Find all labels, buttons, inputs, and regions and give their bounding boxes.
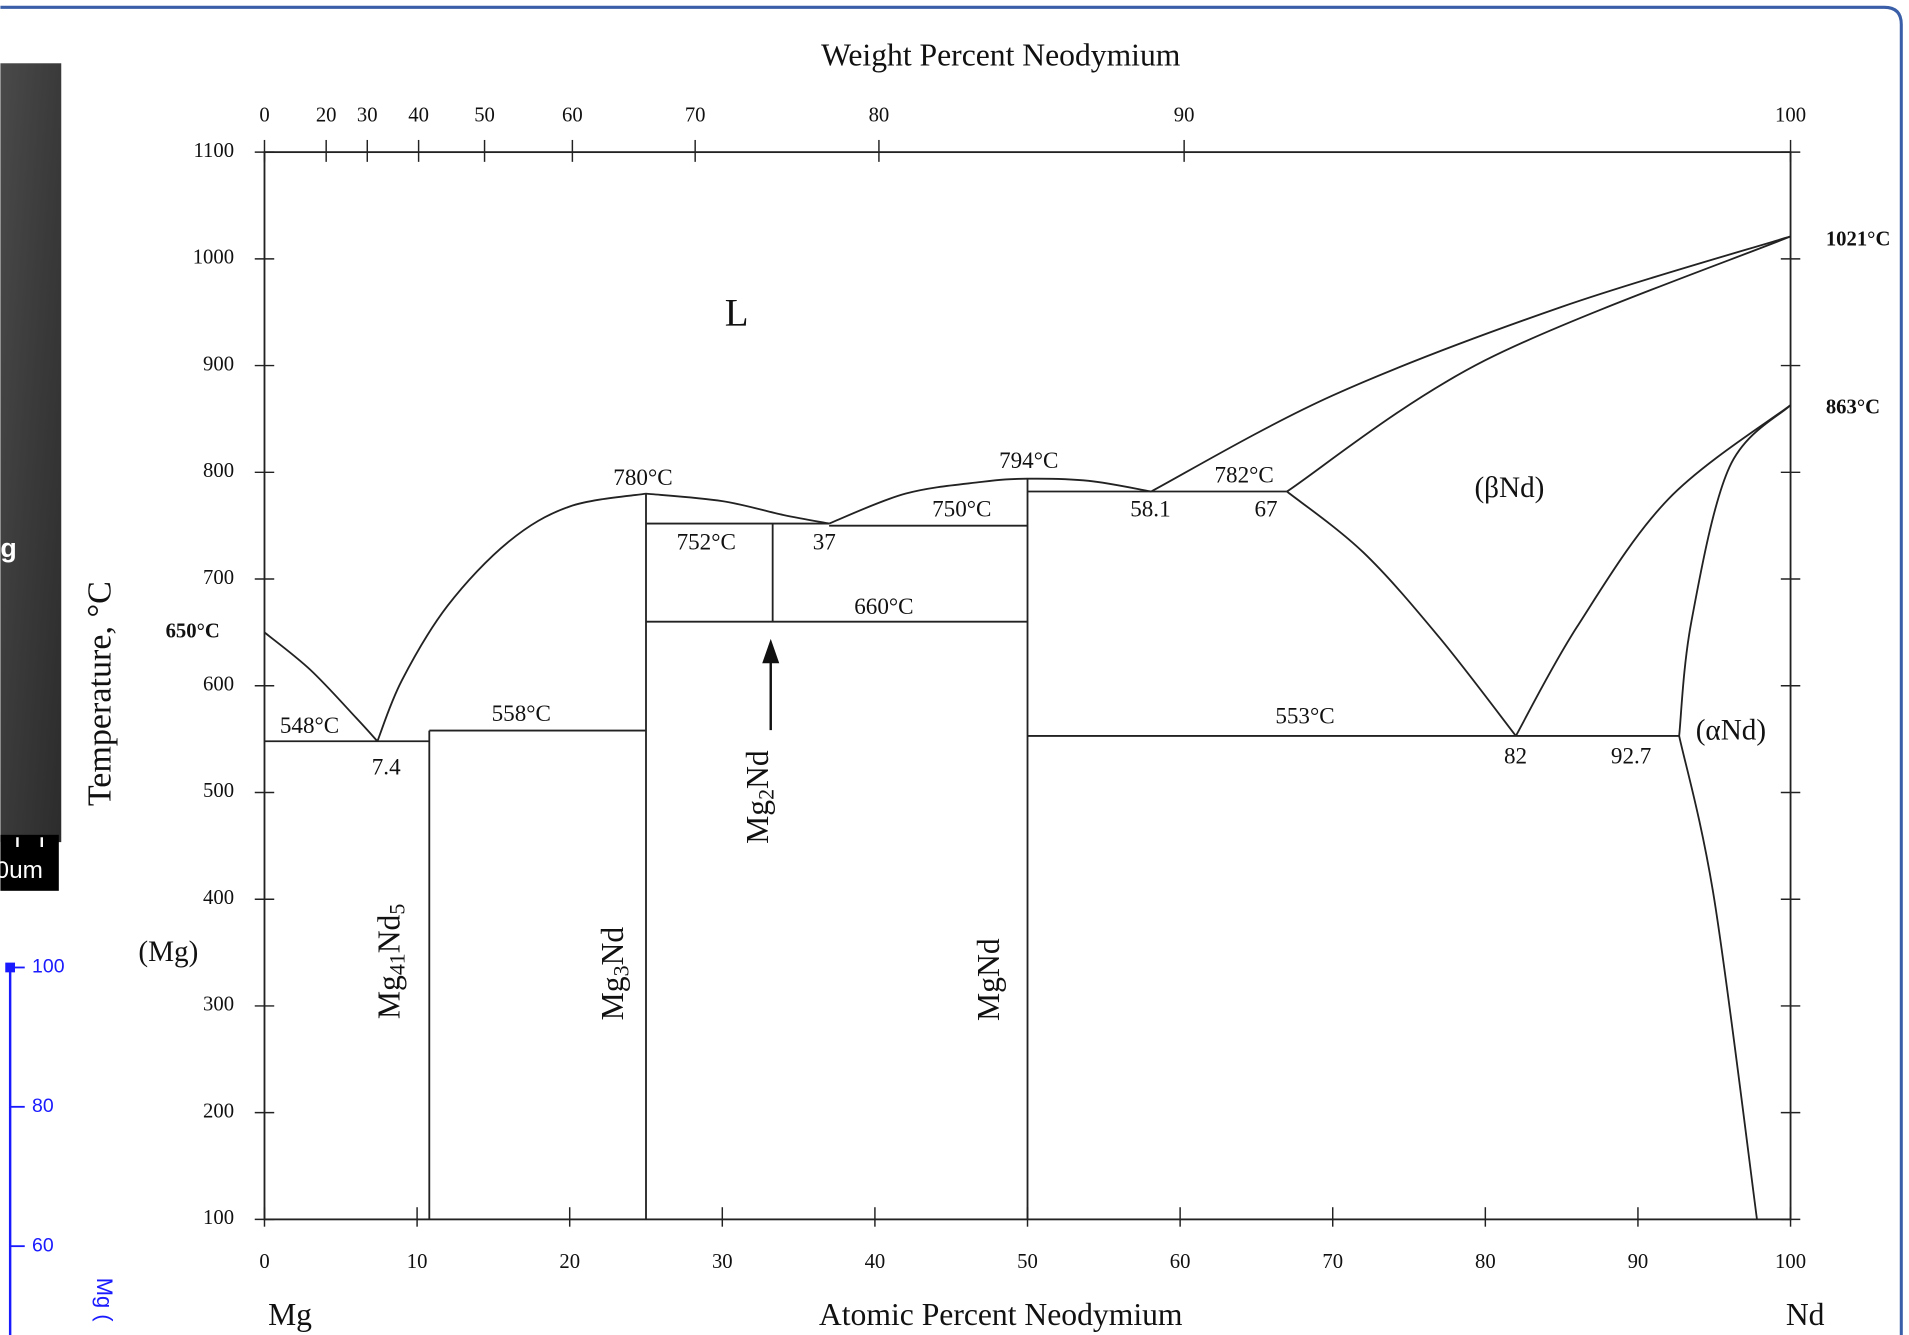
subscript: 2 (753, 789, 778, 800)
x2-tick-label: 30 (357, 105, 378, 127)
annotation: 553°C (1275, 703, 1334, 729)
y-tick-label: 700 (203, 567, 234, 589)
annotation: 863°C (1826, 397, 1880, 419)
scale-label: 0um (0, 857, 43, 884)
formula-part: Nd (595, 927, 630, 966)
phase-boundary (1287, 492, 1516, 736)
compound-label: Mg2Nd (740, 750, 778, 844)
formula-part: Nd (372, 914, 407, 953)
annotation: 7.4 (372, 754, 401, 780)
annotation: (Mg) (138, 936, 198, 968)
annotation: Mg (268, 1297, 312, 1332)
annotation: 780°C (613, 465, 672, 491)
x-tick-label: 20 (559, 1251, 580, 1273)
x2-tick-label: 80 (869, 105, 890, 127)
arrow-head (762, 639, 779, 663)
annotation: Nd (1786, 1297, 1825, 1332)
phase-boundary (1287, 236, 1791, 491)
compound-label: Mg3Nd (595, 927, 633, 1021)
annotation: 558°C (492, 701, 551, 727)
y-tick-label: 900 (203, 353, 234, 375)
x2-axis-label: Weight Percent Neodymium (821, 38, 1181, 73)
y-tick-label: 1100 (193, 140, 234, 162)
y-tick-label: 100 (203, 1207, 234, 1229)
annotation: (βNd) (1474, 472, 1544, 504)
y-tick-label: 500 (203, 780, 234, 802)
annotation: 58.1 (1130, 496, 1170, 522)
y-tick-label: 1000 (193, 247, 234, 269)
side-axis-label: Mg ( (92, 1278, 117, 1322)
subscript: 5 (385, 904, 410, 915)
x-tick-label: 100 (1775, 1251, 1806, 1273)
formula-part: MgNd (971, 938, 1006, 1021)
annotation: 548°C (280, 713, 339, 739)
side-tick-label: 60 (32, 1234, 54, 1256)
micrograph (0, 63, 61, 842)
y-axis-label: Temperature, °C (81, 581, 118, 806)
phase-boundary (1679, 736, 1757, 1219)
x-axis-label: Atomic Percent Neodymium (819, 1297, 1183, 1332)
annotation: 37 (813, 529, 836, 555)
slide: 0um g Weight Percent Neodymium Atomic Pe… (0, 0, 1909, 1335)
formula-part: Mg (372, 975, 407, 1019)
x2-tick-label: 50 (474, 105, 495, 127)
compound-label: Mg41Nd5 (372, 904, 410, 1019)
subscript: 3 (609, 965, 634, 976)
annotation: (αNd) (1696, 714, 1766, 746)
x2-tick-label: 20 (316, 105, 337, 127)
x-tick-label: 30 (712, 1251, 733, 1273)
x-tick-label: 40 (865, 1251, 886, 1273)
side-tick-label: 80 (32, 1095, 54, 1117)
x2-tick-label: 100 (1775, 105, 1806, 127)
annotation: 67 (1254, 496, 1277, 522)
annotation: 1021°C (1826, 229, 1891, 251)
x-tick-label: 70 (1322, 1251, 1343, 1273)
x-tick-label: 90 (1628, 1251, 1649, 1273)
annotation: 794°C (999, 448, 1058, 474)
annotation: 82 (1504, 743, 1527, 769)
phase-boundary (1679, 405, 1790, 736)
y-tick-label: 300 (203, 994, 234, 1016)
x2-tick-label: 40 (408, 105, 429, 127)
annotation: L (725, 291, 749, 334)
plot (264, 236, 1790, 1219)
subscript: 41 (385, 953, 410, 975)
phase-boundary (646, 494, 829, 524)
x2-tick-label: 90 (1174, 105, 1195, 127)
y-tick-label: 800 (203, 460, 234, 482)
annotation: 752°C (677, 529, 736, 555)
page: {"chart_data": { "type": "line", "x2labe… (0, 0, 1909, 1335)
y-tick-label: 600 (203, 674, 234, 696)
x2-tick-label: 70 (685, 105, 706, 127)
y-tick-label: 400 (203, 887, 234, 909)
formula-part: Nd (740, 750, 775, 789)
y-tick-label: 200 (203, 1100, 234, 1122)
annotation: 650°C (166, 621, 220, 643)
x-tick-label: 80 (1475, 1251, 1496, 1273)
phase-boundary (1151, 236, 1790, 491)
side-tick-label: 100 (32, 956, 65, 978)
annotation: 750°C (932, 496, 991, 522)
x-tick-label: 60 (1170, 1251, 1191, 1273)
phase-boundary (1516, 405, 1791, 736)
annotation: 92.7 (1611, 743, 1651, 769)
x-tick-label: 10 (407, 1251, 428, 1273)
annotation: 782°C (1214, 462, 1273, 488)
x-tick-label: 0 (259, 1251, 269, 1273)
annotation: 660°C (854, 594, 913, 620)
compound-label: MgNd (971, 938, 1006, 1021)
x2-tick-label: 60 (562, 105, 583, 127)
formula-part: Mg (595, 976, 630, 1020)
formula-part: Mg (740, 800, 775, 844)
x2-tick-label: 0 (259, 105, 269, 127)
slide-border (0, 7, 1901, 1335)
panel-label: g (0, 533, 16, 563)
x-tick-label: 50 (1017, 1251, 1038, 1273)
